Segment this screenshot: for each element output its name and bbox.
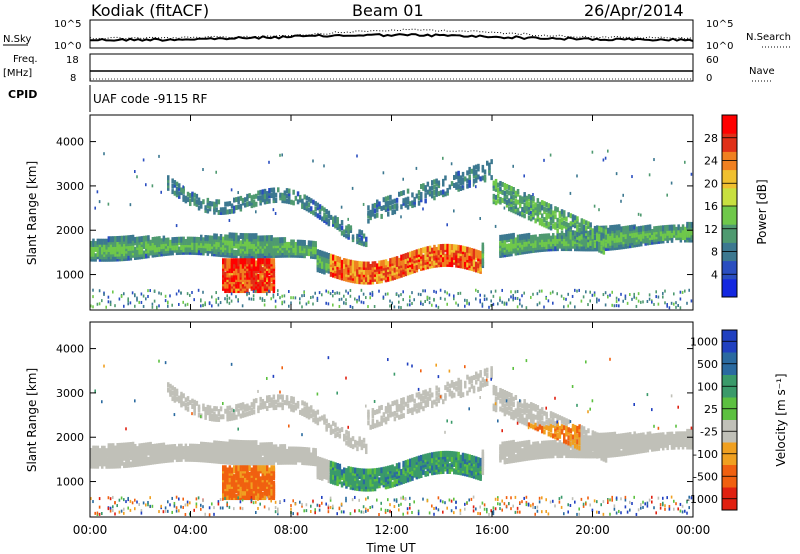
nsearch-series [89, 28, 694, 40]
freq-label: Freq. [13, 54, 38, 65]
nsearch-tick-bottom: 10^0 [706, 41, 733, 52]
colorbar-tick-label: -25 [700, 425, 718, 438]
yaxis-tick-label: 3000 [56, 180, 84, 193]
colorbar-tick-label: 4 [711, 268, 718, 281]
colorbar-tick-label: -500 [693, 470, 718, 483]
velocity-ylabel: Slant Range [km] [25, 368, 39, 472]
colorbar-tick-label: 100 [697, 380, 718, 393]
colorbar-swatch [722, 115, 737, 134]
yaxis-tick-label: 4000 [56, 343, 84, 356]
power-colorbar: 28 24 20 16 12 8 4 [704, 114, 738, 298]
colorbar-tick-label: 20 [704, 177, 718, 190]
colorbar-swatch [722, 187, 737, 207]
nsearch-tick-top: 10^5 [706, 19, 733, 30]
yaxis-tick-label: 3000 [56, 387, 84, 400]
nsky-tick-bottom: 10^0 [54, 41, 81, 52]
colorbar-swatch [722, 224, 737, 243]
cpid-label: CPID [8, 88, 37, 101]
colorbar-swatch [722, 169, 737, 189]
colorbar-tick-label: 25 [704, 403, 718, 416]
velocity-colorbar: 1000 500 100 25 -25 -100 -500 -1000 [686, 329, 738, 511]
yaxis-tick-label: 2000 [56, 224, 84, 237]
cpid-text: UAF code -9115 RF [93, 92, 207, 106]
xaxis-tick-label: 12:00 [374, 523, 409, 537]
yaxis-tick-label: 1000 [56, 269, 84, 282]
yaxis-tick-label: 2000 [56, 431, 84, 444]
xaxis-tick-label: 16:00 [475, 523, 510, 537]
colorbar-swatch [722, 133, 737, 152]
station-title: Kodiak (fitACF) [91, 1, 210, 20]
colorbar-swatch [722, 260, 737, 280]
xaxis-tick-label: 08:00 [274, 523, 309, 537]
nave-tick-bottom: 0 [706, 73, 712, 84]
freq-tick-bottom: 8 [70, 73, 76, 84]
nsky-label: N.Sky [3, 34, 31, 45]
colorbar-tick-label: 1000 [690, 335, 718, 348]
beam-title: Beam 01 [352, 1, 424, 20]
xaxis-tick-label: 00:00 [73, 523, 108, 537]
xaxis-tick-label: 20:00 [575, 523, 610, 537]
colorbar-tick-label: 8 [711, 246, 718, 259]
colorbar-tick-label: 12 [704, 223, 718, 236]
colorbar-tick-label: 24 [704, 155, 718, 168]
power-colorbar-label: Power [dB] [755, 179, 769, 244]
nave-tick-top: 60 [706, 55, 719, 66]
colorbar-swatch [722, 278, 737, 298]
colorbar-tick-label: -100 [693, 448, 718, 461]
power-yaxis: 4000 3000 2000 1000 [56, 136, 693, 282]
nsearch-label: N.Search [746, 32, 791, 43]
yaxis-tick-label: 4000 [56, 136, 84, 149]
xaxis-label: Time UT [365, 541, 416, 554]
colorbar-tick-label: 500 [697, 358, 718, 371]
freq-panel [89, 53, 694, 82]
velocity-heatmap [90, 356, 693, 517]
colorbar-tick-label: 28 [704, 132, 718, 145]
colorbar-tick-label: 16 [704, 200, 718, 213]
freq-tick-top: 18 [66, 55, 79, 66]
power-heatmap [90, 149, 693, 310]
date-title: 26/Apr/2014 [584, 1, 684, 20]
nave-label: Nave [749, 66, 775, 77]
freq-unit: [MHz] [3, 68, 32, 79]
velocity-colorbar-label: Velocity [m s⁻¹] [774, 373, 788, 466]
nsky-tick-top: 10^5 [54, 19, 81, 30]
time-xaxis: 00:00 04:00 08:00 12:00 16:00 20:00 00:00 [73, 115, 711, 537]
colorbar-swatch [722, 206, 737, 225]
xaxis-tick-label: 00:00 [676, 523, 711, 537]
nsky-panel [89, 19, 694, 49]
power-ylabel: Slant Range [km] [25, 161, 39, 265]
nsky-series [89, 33, 694, 43]
colorbar-tick-label: -1000 [686, 493, 718, 506]
velocity-yaxis: 4000 3000 2000 1000 [56, 343, 693, 489]
yaxis-tick-label: 1000 [56, 476, 84, 489]
xaxis-tick-label: 04:00 [173, 523, 208, 537]
